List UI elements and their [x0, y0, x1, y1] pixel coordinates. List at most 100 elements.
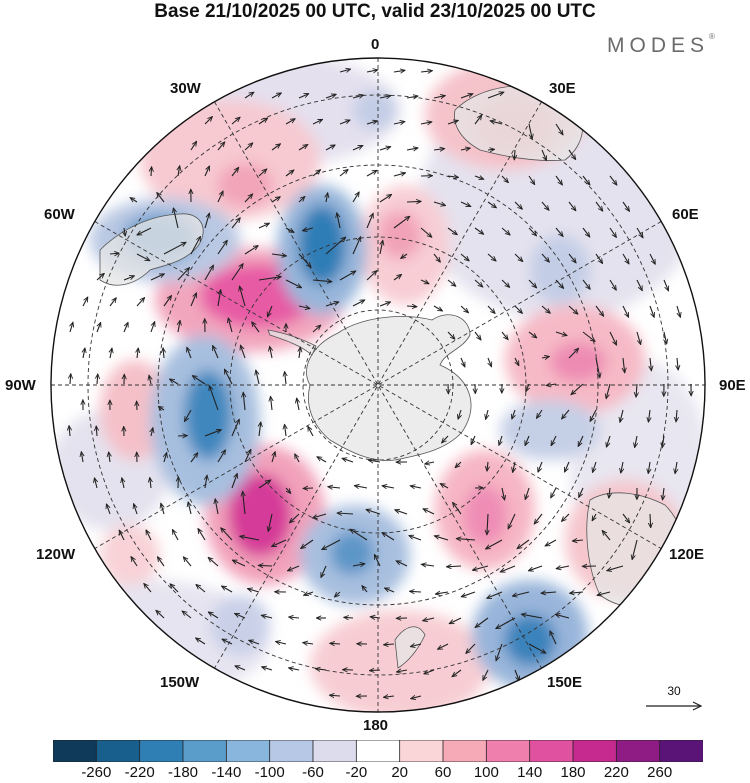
wind-arrow — [396, 670, 408, 672]
wind-arrow — [312, 170, 321, 177]
wind-arrow — [337, 213, 341, 229]
wind-arrow — [534, 513, 543, 524]
wind-arrow — [433, 149, 445, 150]
wind-arrow — [568, 253, 576, 263]
wind-arrow — [82, 297, 88, 307]
wind-arrow — [124, 227, 125, 236]
wind-arrow — [501, 279, 510, 287]
wind-arrow — [217, 191, 224, 203]
wind-arrow — [298, 306, 310, 309]
wind-arrow — [158, 406, 165, 410]
wind-arrow — [109, 452, 110, 463]
map-border — [50, 57, 706, 713]
wind-arrow — [487, 201, 496, 208]
anomaly-negative-east-small — [500, 400, 600, 460]
wind-arrow — [322, 539, 341, 550]
brand-logo: MODES® — [607, 32, 715, 58]
wind-arrow — [433, 201, 446, 206]
wind-arrow — [460, 253, 469, 261]
wind-arrow — [150, 478, 151, 489]
wind-arrow — [595, 201, 603, 211]
wind-arrow — [272, 539, 287, 548]
wind-arrow — [424, 669, 435, 674]
anomaly-negative-bellingshausen-core — [184, 370, 232, 460]
wind-arrow — [118, 530, 125, 541]
wind-arrow — [541, 305, 550, 313]
wind-arrow — [248, 589, 260, 593]
wind-arrow — [420, 122, 432, 124]
wind-arrow — [342, 458, 354, 463]
wind-arrow — [514, 149, 515, 160]
wind-arrow — [549, 631, 557, 645]
colorbar-bin — [659, 740, 703, 762]
wind-arrow — [352, 300, 365, 307]
wind-arrow — [395, 510, 408, 515]
wind-arrow — [231, 117, 240, 125]
wind-arrow — [606, 435, 611, 447]
wind-arrow — [196, 638, 206, 645]
anomaly-positive-east-core — [463, 485, 507, 545]
wind-arrow — [276, 642, 287, 645]
colorbar-tick-label: -220 — [124, 764, 155, 781]
wind-arrow — [258, 222, 269, 229]
wind-arrow — [96, 322, 101, 333]
wind-arrow — [571, 383, 584, 395]
wind-arrow — [475, 617, 489, 628]
wind-arrow — [320, 565, 327, 578]
wind-arrow — [382, 533, 395, 541]
wind-arrow — [528, 565, 543, 571]
wind-arrow — [460, 357, 466, 367]
wind-arrow — [157, 193, 165, 203]
lon-label-30e: 30E — [549, 80, 576, 97]
wind-arrow — [621, 461, 623, 473]
wind-arrow — [267, 305, 273, 317]
wind-arrow — [512, 409, 515, 419]
wind-arrow — [231, 218, 240, 229]
wind-arrow — [316, 669, 327, 670]
wind-arrow — [185, 409, 192, 422]
wind-arrow — [215, 499, 218, 515]
wind-arrow — [94, 478, 97, 489]
wind-arrow — [650, 357, 651, 371]
wind-arrow — [447, 120, 458, 125]
anomaly-positive-indian-ocean-core — [550, 342, 606, 382]
wind-arrow — [303, 488, 314, 489]
wind-arrow — [525, 487, 530, 500]
wind-arrow — [109, 298, 116, 307]
wind-arrow — [244, 449, 252, 463]
brand-text: MODES — [607, 34, 710, 57]
wind-arrow — [410, 644, 422, 647]
wind-arrow — [302, 228, 314, 231]
wind-arrow — [271, 144, 281, 151]
wind-arrow — [406, 148, 418, 150]
wind-arrow — [312, 325, 321, 333]
wind-arrow — [663, 279, 669, 291]
wind-arrow — [224, 369, 233, 385]
wind-arrow — [487, 92, 504, 99]
wind-arrow — [578, 487, 584, 497]
wind-arrow — [222, 586, 233, 593]
wind-arrow — [482, 669, 489, 680]
wind-arrow — [555, 123, 563, 135]
wind-arrow — [285, 279, 302, 289]
wind-arrow — [299, 347, 300, 359]
wind-arrow — [151, 428, 153, 437]
wind-arrow — [313, 513, 327, 518]
wind-arrow — [609, 279, 616, 290]
wind-arrow — [123, 276, 134, 281]
wind-arrow — [595, 305, 604, 316]
wind-arrow — [582, 331, 595, 342]
colorbar-bin — [399, 740, 444, 762]
wind-arrow — [472, 565, 489, 570]
wind-arrow — [366, 213, 373, 229]
wind-arrow — [456, 539, 476, 540]
wind-arrow — [96, 426, 97, 437]
wind-arrow — [178, 166, 180, 177]
lon-label-120e: 120E — [669, 546, 705, 563]
wind-arrow — [249, 640, 260, 645]
wind-arrow — [339, 120, 350, 125]
anomaly-positive-drake — [140, 100, 320, 220]
wind-arrow — [285, 227, 294, 233]
wind-arrow — [190, 236, 201, 255]
colorbar-bin — [139, 740, 184, 762]
